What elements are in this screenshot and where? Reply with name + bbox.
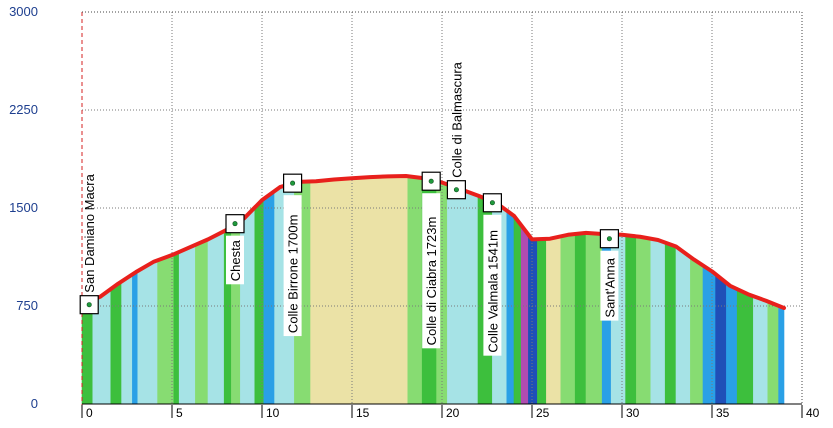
waypoint: San Damiano Macra	[79, 173, 99, 315]
terrain-segment	[675, 245, 691, 405]
y-tick-label: 3000	[9, 4, 38, 19]
axes-layer: 0 750 1500 2250 3000 0 5 10 15 20 25 30 35 40	[9, 4, 820, 420]
waypoint-label-group: Sant'Anna	[600, 250, 619, 321]
waypoint-label-group: Chesta	[226, 235, 244, 285]
terrain-segment	[528, 233, 538, 405]
waypoint-label-group: Colle Valmala 1541m	[483, 214, 502, 356]
x-tick-label: 0	[86, 406, 93, 420]
waypoint-label-background	[226, 235, 244, 285]
x-tick-label: 25	[536, 406, 550, 420]
waypoint: Colle di Ciabra 1723m	[421, 171, 441, 349]
terrain-segment	[520, 224, 529, 405]
terrain-segment	[625, 234, 637, 405]
terrain-segment	[767, 301, 779, 405]
waypoint-dot	[428, 178, 434, 184]
terrain-segment	[546, 235, 562, 405]
terrain-segment	[110, 280, 122, 405]
terrain-segment	[81, 299, 94, 405]
terrain-segment	[585, 232, 603, 405]
waypoint-label: Sant'Anna	[602, 257, 617, 317]
x-tick-label: 40	[806, 406, 820, 420]
waypoint: Colle di Balmascura	[446, 61, 466, 200]
waypoint-label-background	[422, 193, 441, 349]
waypoint-label-background	[283, 195, 302, 337]
terrain-segment	[726, 282, 738, 405]
waypoint-dot	[290, 180, 296, 186]
x-tick-label: 30	[626, 406, 640, 420]
terrain-segment	[310, 175, 409, 405]
terrain-segment	[690, 256, 704, 405]
x-tick-label: 35	[716, 406, 730, 420]
y-tick-label: 0	[31, 396, 38, 411]
waypoint-dot	[606, 236, 612, 242]
terrain-segment	[195, 238, 209, 405]
waypoint-label: Chesta	[228, 239, 243, 281]
waypoint-label: San Damiano Macra	[82, 173, 97, 292]
waypoint-label: Colle Birrone 1700m	[286, 215, 301, 334]
terrain-segment	[702, 264, 716, 405]
terrain-segment	[254, 198, 265, 405]
terrain-segment	[263, 190, 275, 405]
x-tick-label: 20	[446, 406, 460, 420]
terrain-segment	[173, 251, 180, 405]
terrain-segment	[753, 295, 769, 405]
waypoint: Colle Valmala 1541m	[482, 193, 502, 356]
waypoint-label-group: Colle di Ciabra 1723m	[422, 193, 441, 349]
terrain-segment	[137, 259, 158, 405]
terrain-segment	[513, 214, 522, 405]
x-tick-label: 15	[356, 406, 370, 420]
y-tick-label: 750	[16, 298, 38, 313]
x-tick-label: 5	[176, 406, 183, 420]
terrain-segment	[537, 238, 547, 405]
terrain-segment	[407, 175, 423, 405]
waypoint-label-group: Colle Birrone 1700m	[283, 195, 302, 337]
terrain-fill-layer	[81, 175, 785, 405]
terrain-segment	[157, 253, 175, 405]
terrain-segment	[447, 184, 479, 405]
waypoints-layer: San Damiano Macra Chesta Colle Birrone 170…	[79, 61, 620, 356]
terrain-segment	[778, 305, 785, 405]
waypoint-dot	[86, 302, 92, 308]
waypoint-label: Colle di Balmascura	[449, 61, 464, 177]
waypoint-label-background	[600, 250, 619, 321]
terrain-segment	[560, 233, 576, 405]
y-tick-label: 1500	[9, 200, 38, 215]
terrain-segment	[574, 232, 587, 405]
waypoint-dot	[232, 221, 238, 227]
x-tick-label: 10	[266, 406, 280, 420]
terrain-segment	[715, 273, 727, 405]
waypoint: Colle Birrone 1700m	[283, 173, 303, 337]
terrain-segment	[636, 236, 652, 405]
waypoint-label-background	[483, 214, 502, 356]
waypoint-label-group: Colle di Balmascura	[449, 61, 464, 177]
waypoint-label: Colle Valmala 1541m	[485, 230, 500, 353]
terrain-segment	[132, 270, 139, 405]
terrain-segment	[664, 242, 677, 405]
terrain-segment	[207, 230, 225, 405]
waypoint-label-group: San Damiano Macra	[82, 173, 97, 292]
waypoint-dot	[489, 200, 495, 206]
terrain-segment	[178, 244, 196, 405]
terrain-segment	[121, 273, 133, 405]
waypoint: Sant'Anna	[599, 229, 620, 321]
terrain-segment	[506, 210, 515, 405]
terrain-segment	[650, 238, 666, 405]
waypoint-dot	[453, 187, 459, 193]
waypoint: Chesta	[225, 214, 245, 285]
y-tick-label: 2250	[9, 102, 38, 117]
waypoint-label: Colle di Ciabra 1723m	[424, 217, 439, 346]
